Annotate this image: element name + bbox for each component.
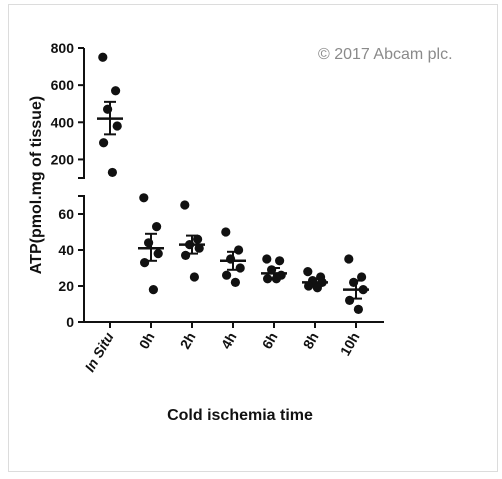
data-point [275,256,285,266]
data-point [153,249,163,259]
x-tick-label: 2h [177,330,199,352]
data-point [139,193,149,203]
data-point [349,277,359,287]
data-point [230,277,240,287]
data-point [312,283,322,293]
y-tick-label: 40 [58,242,74,258]
y-tick-label: 20 [58,278,74,294]
figure-frame [8,4,498,472]
y-tick-label: 600 [51,77,75,93]
data-point [107,167,117,178]
axes-group: 200 400 600 800 0 20 40 60 In Situ 0h 2h 4h 6h 8h 10h [51,40,384,375]
x-tick-label: In Situ [81,329,116,374]
data-point [185,240,195,250]
data-point [98,52,108,62]
y-tick-label: 800 [51,40,75,56]
data-point [189,272,199,282]
x-tick-label: 4h [218,330,240,352]
data-point [262,254,272,264]
x-tick-label: 0h [136,330,158,352]
data-point [144,238,154,248]
data-point [193,234,203,244]
data-point [99,138,109,148]
data-point [234,245,244,255]
x-tick-label: 6h [259,330,281,352]
data-point [235,263,245,273]
data-point [357,272,367,282]
data-point [345,295,355,305]
data-point [271,274,281,284]
data-point [221,227,231,237]
data-point [222,270,232,280]
data-point [304,281,314,291]
data-point [358,285,368,295]
data-point [194,243,204,253]
x-tick-label: 8h [300,330,322,352]
data-point [148,285,158,295]
data-point [226,254,236,264]
x-tick-label: 10h [337,330,363,359]
data-point [181,250,191,260]
copyright-watermark: © 2017 Abcam plc. [318,46,453,63]
data-point [103,104,113,114]
data-point [263,274,273,284]
y-tick-label: 0 [66,314,74,330]
data-point [112,121,122,131]
y-axis-title: ATP(pmol.mg of tissue) [28,96,45,274]
marks-group [97,52,369,314]
data-point [111,86,121,96]
x-axis-title: Cold ischemia time [167,407,313,424]
data-point [152,222,162,232]
data-point [140,258,150,268]
y-tick-label: 400 [51,114,75,130]
y-tick-label: 60 [58,206,74,222]
data-point [267,265,277,275]
data-point [344,254,354,264]
data-point [180,200,190,210]
data-point [353,304,363,314]
data-point [303,267,313,277]
y-tick-label: 200 [51,151,75,167]
